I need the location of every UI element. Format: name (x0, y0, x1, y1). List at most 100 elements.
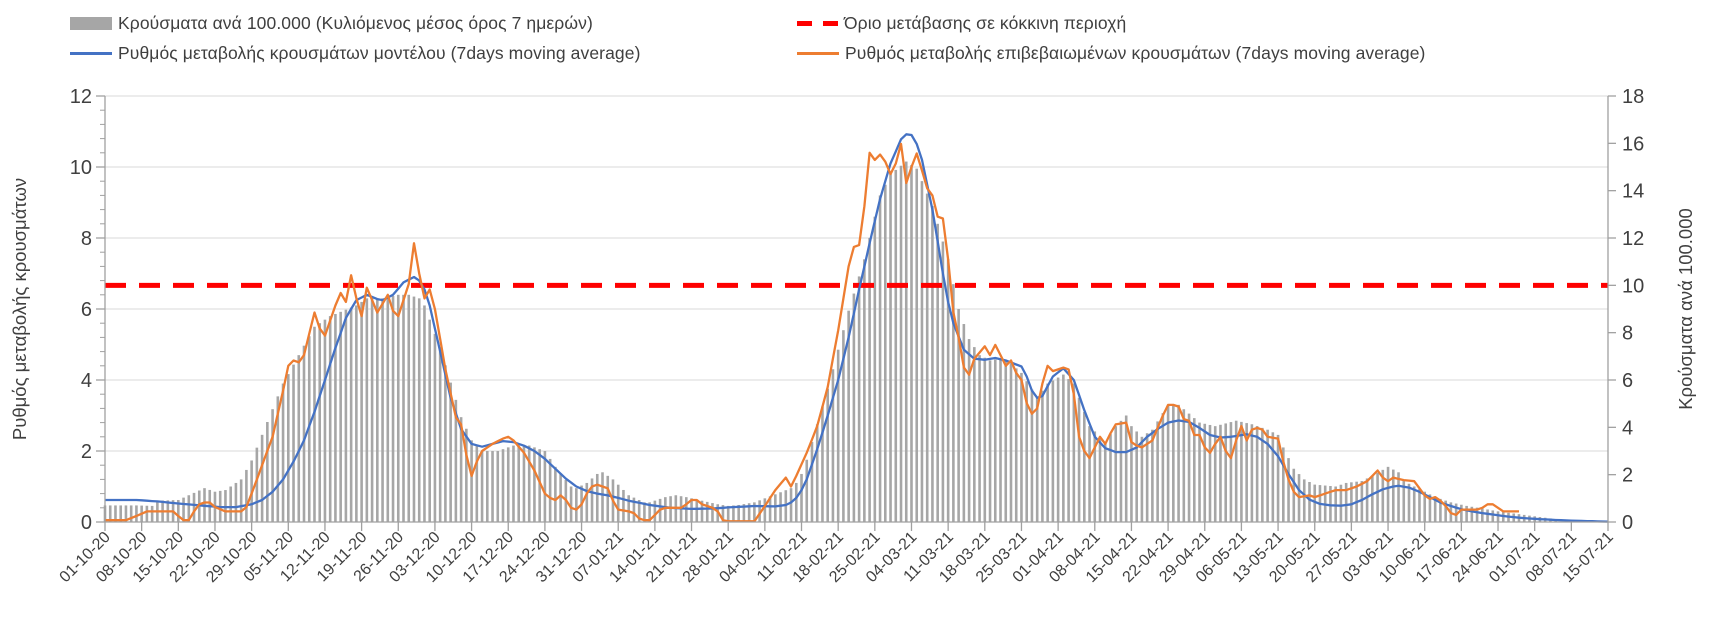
case-bar (266, 422, 269, 522)
case-bar (842, 330, 845, 522)
case-bar (962, 324, 966, 522)
case-bar (910, 165, 913, 522)
case-bar (1229, 422, 1233, 522)
case-bar (129, 505, 133, 522)
case-bar (1109, 434, 1112, 522)
confirmed-line-swatch-icon (797, 52, 839, 55)
case-bar (1302, 479, 1306, 522)
right-axis-tick-label: 12 (1622, 228, 1644, 250)
case-bar (323, 319, 327, 522)
case-bar (501, 449, 505, 522)
case-bar (821, 406, 824, 522)
case-bar (973, 347, 976, 522)
case-bar (559, 473, 562, 522)
case-bar (1077, 397, 1081, 522)
case-bar (868, 238, 871, 522)
case-bar (1093, 431, 1097, 522)
case-bar (1020, 372, 1023, 522)
case-bar (1014, 368, 1018, 522)
case-bar (1266, 429, 1269, 522)
case-bar (360, 301, 363, 522)
case-bar (1261, 427, 1264, 522)
case-bar (915, 168, 919, 522)
left-axis-title: Ρυθμός μεταβολής κρουσμάτων (9, 178, 30, 440)
case-bar (800, 473, 803, 522)
case-bar (506, 447, 510, 522)
left-axis-tick-label: 0 (81, 512, 92, 534)
case-bar (1140, 436, 1144, 522)
case-bar (1177, 404, 1180, 522)
case-bar (1009, 363, 1013, 522)
case-bar (187, 495, 191, 522)
case-bar (1083, 411, 1086, 522)
case-bar (742, 504, 746, 522)
case-bar (1486, 509, 1489, 522)
case-bar (1491, 510, 1495, 522)
case-bar (758, 500, 761, 522)
case-bar (1114, 426, 1118, 522)
case-bar (1124, 415, 1128, 522)
case-bar (1444, 500, 1447, 522)
case-bar (417, 298, 421, 522)
left-axis-tick-label: 6 (81, 299, 92, 321)
case-bar (873, 216, 877, 522)
case-bar (1334, 486, 1337, 522)
case-bar (575, 488, 578, 522)
right-axis-title: Κρούσματα ανά 100.000 (1675, 208, 1696, 410)
case-bar (1062, 374, 1065, 522)
case-bar (1203, 423, 1207, 522)
case-bar (878, 195, 882, 522)
case-bar (423, 305, 426, 522)
case-bar (475, 445, 479, 522)
case-bar (920, 181, 924, 523)
case-bar (815, 424, 819, 522)
case-bar (1255, 426, 1259, 522)
case-bar (925, 193, 929, 522)
case-bar (192, 492, 196, 522)
case-bar (281, 383, 285, 522)
case-bar (616, 484, 620, 522)
case-bar (1386, 466, 1390, 522)
case-bar (114, 505, 117, 522)
case-bar (700, 500, 704, 522)
case-bar (988, 360, 992, 522)
case-bar (1481, 508, 1484, 522)
case-bar (957, 309, 960, 522)
case-bar (967, 339, 971, 522)
case-bar (1423, 491, 1427, 522)
case-bar (1198, 422, 1201, 522)
case-bar (1213, 426, 1217, 522)
case-bar (606, 475, 610, 522)
case-bar (1098, 436, 1102, 522)
legend-item-threshold: Όριο μετάβασης σε κόκκινη περιοχή (797, 13, 1126, 34)
case-bar (705, 501, 709, 522)
case-bar (1428, 494, 1432, 522)
case-bar (721, 505, 725, 522)
case-bar (286, 374, 290, 522)
case-bar (732, 505, 735, 522)
case-bar (370, 298, 374, 522)
case-bar (302, 345, 306, 522)
case-bar (108, 505, 112, 522)
case-bar (355, 305, 358, 522)
case-bar (648, 502, 651, 522)
case-bar (726, 505, 730, 522)
case-bar (1329, 486, 1332, 522)
case-bar (234, 482, 238, 522)
case-bar (627, 495, 630, 522)
case-bar (135, 505, 138, 522)
case-bar (1161, 413, 1165, 522)
case-bar (381, 298, 384, 522)
case-bar (753, 502, 756, 522)
case-bar (1151, 429, 1154, 522)
case-bar (622, 489, 625, 522)
case-bar (485, 451, 489, 522)
right-axis-tick-label: 8 (1622, 323, 1633, 345)
case-bar (444, 365, 447, 522)
case-bar (433, 333, 437, 522)
case-bar (1381, 469, 1385, 522)
case-bar (1433, 497, 1437, 522)
case-bar (1208, 424, 1212, 522)
legend-label-confirmed: Ρυθμός μεταβολής επιβεβαιωμένων κρουσμάτ… (845, 43, 1426, 63)
right-axis-tick-label: 16 (1622, 133, 1644, 155)
